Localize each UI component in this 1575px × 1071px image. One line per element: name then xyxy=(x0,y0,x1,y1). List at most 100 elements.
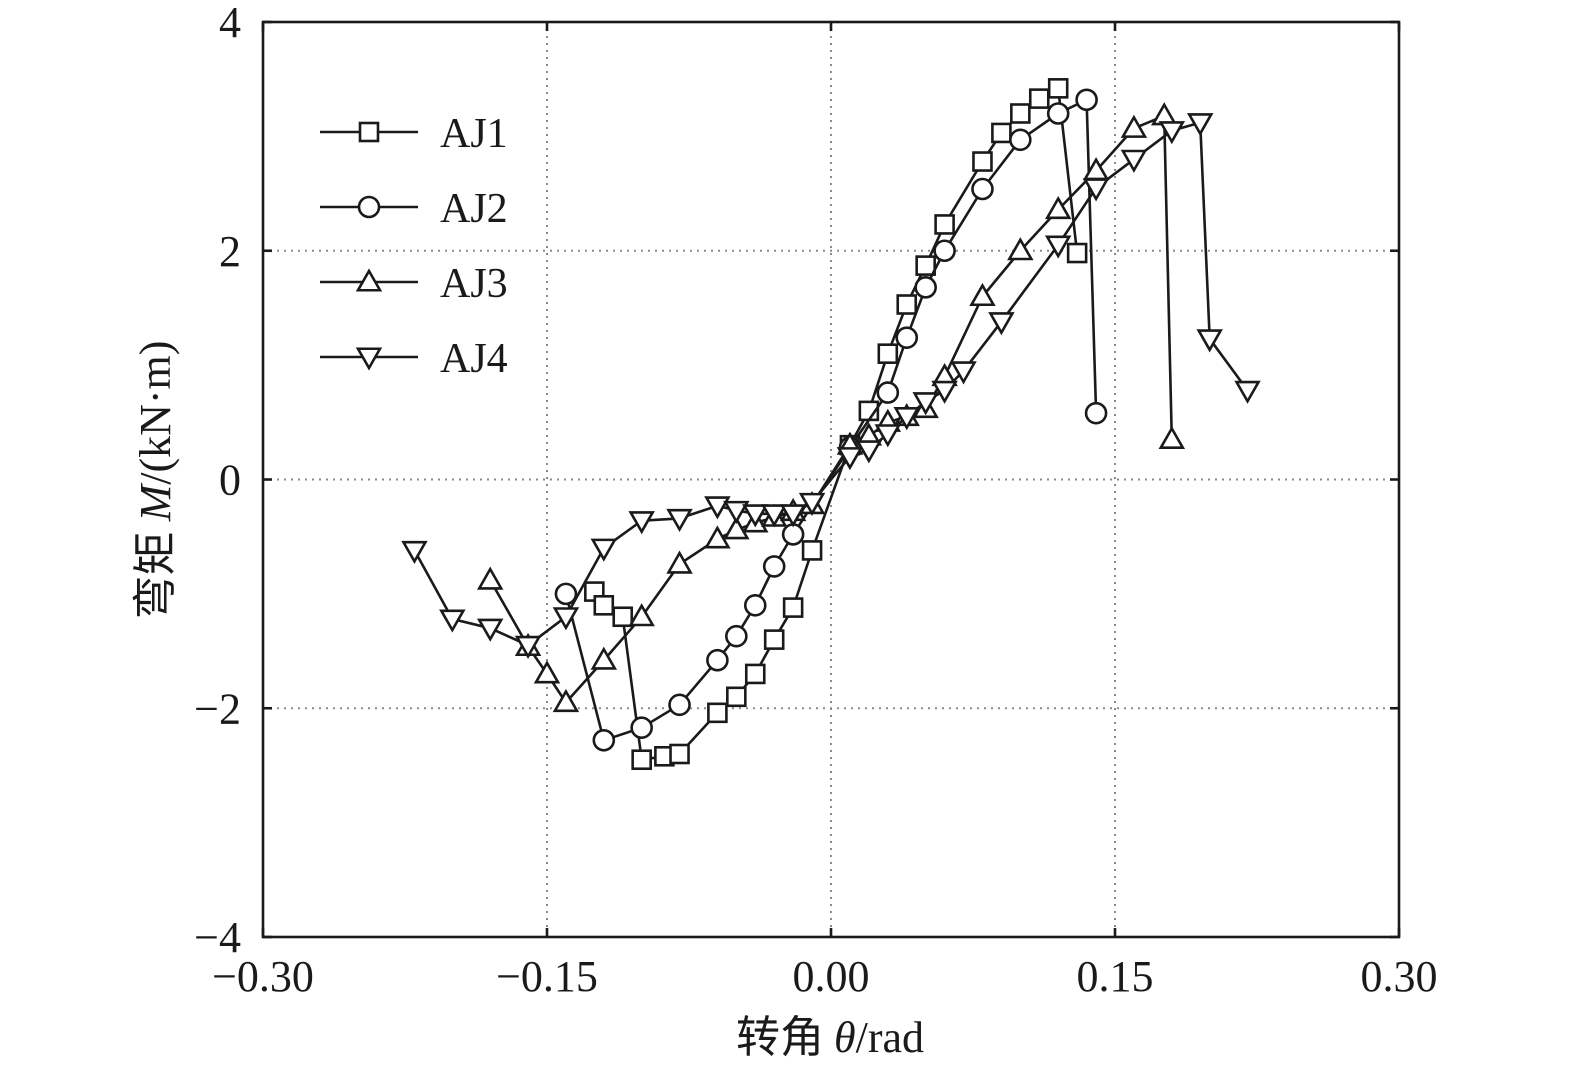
data-point-aj4 xyxy=(704,496,731,520)
data-point-aj1 xyxy=(782,597,804,618)
series-line-aj1 xyxy=(593,87,1079,762)
data-point-aj4 xyxy=(439,609,466,633)
data-point-aj1 xyxy=(972,151,993,172)
data-point-aj4 xyxy=(1158,121,1186,145)
y-axis-title: 弯矩 M/(kN·m) xyxy=(131,341,180,620)
data-point-aj4 xyxy=(760,504,788,528)
data-point-aj2 xyxy=(706,648,729,672)
data-point-aj4 xyxy=(666,508,693,533)
legend-item-aj1: AJ1 xyxy=(320,111,508,157)
data-point-aj1 xyxy=(1066,242,1088,264)
data-point-aj4 xyxy=(1044,235,1072,259)
data-point-aj2 xyxy=(762,555,786,578)
data-point-aj3 xyxy=(704,525,731,549)
data-point-aj1 xyxy=(896,294,918,315)
data-point-aj1 xyxy=(934,214,955,235)
data-point-aj1 xyxy=(744,663,766,685)
data-point-aj3 xyxy=(969,282,996,307)
legend-marker xyxy=(355,347,383,371)
data-point-aj1 xyxy=(669,743,690,765)
series-line-aj4 xyxy=(413,121,1249,647)
data-point-aj4 xyxy=(401,540,428,565)
y-tick-label: 0 xyxy=(219,456,241,505)
data-point-aj3 xyxy=(590,646,618,670)
data-point-aj1 xyxy=(763,629,785,650)
data-point-aj2 xyxy=(895,326,919,349)
data-point-aj4 xyxy=(514,635,542,659)
data-point-aj4 xyxy=(1234,380,1261,404)
legend-label: AJ4 xyxy=(440,336,508,382)
legend-label: AJ1 xyxy=(440,111,508,157)
data-point-aj1 xyxy=(1028,88,1050,109)
data-point-aj3 xyxy=(666,550,693,574)
data-point-aj3 xyxy=(1044,195,1072,220)
legend-label: AJ3 xyxy=(440,261,508,307)
data-point-aj4 xyxy=(893,407,920,431)
y-tick-label: −2 xyxy=(194,684,241,733)
x-tick-label: −0.15 xyxy=(496,952,598,1001)
data-point-aj2 xyxy=(933,239,956,263)
data-point-aj4 xyxy=(836,447,864,471)
data-point-aj1 xyxy=(915,255,936,276)
data-point-aj2 xyxy=(554,582,578,606)
legend-marker xyxy=(358,121,380,143)
x-tick-label: 0.15 xyxy=(1077,952,1154,1001)
series-aj3 xyxy=(476,102,1186,713)
data-point-aj4 xyxy=(912,392,939,416)
data-point-aj4 xyxy=(988,312,1015,336)
y-tick-label: 4 xyxy=(219,0,241,47)
data-point-aj4 xyxy=(590,538,618,562)
data-point-aj2 xyxy=(630,716,653,739)
plot-frame xyxy=(261,20,1401,939)
y-tick-label: −4 xyxy=(194,913,241,962)
y-tick-label: 2 xyxy=(219,227,241,276)
data-point-aj1 xyxy=(991,122,1012,144)
series-aj4 xyxy=(401,113,1261,659)
data-point-aj4 xyxy=(628,511,655,535)
series-layer xyxy=(401,78,1261,771)
data-point-aj2 xyxy=(876,381,900,404)
data-point-aj4 xyxy=(931,380,958,404)
data-point-aj2 xyxy=(1046,102,1070,125)
x-axis-title-var: θ xyxy=(834,1013,856,1062)
tick-layer: −0.30 −0.15 0.00 0.15 0.30 −4 −2 0 2 4 xyxy=(194,0,1437,1001)
x-axis-title-unit: /rad xyxy=(856,1013,924,1062)
data-point-aj2 xyxy=(1084,401,1108,425)
legend: AJ1 AJ2 AJ3 AJ4 xyxy=(320,111,508,382)
data-point-aj1 xyxy=(726,686,747,708)
legend-label: AJ2 xyxy=(440,186,508,232)
data-point-aj3 xyxy=(552,688,580,713)
legend-marker xyxy=(355,268,383,292)
legend-marker xyxy=(357,195,381,219)
x-tick-label: 0.00 xyxy=(793,952,870,1001)
data-point-aj3 xyxy=(476,566,504,590)
data-point-aj4 xyxy=(552,607,580,631)
data-point-aj4 xyxy=(742,504,769,528)
legend-item-aj2: AJ2 xyxy=(320,186,508,232)
data-point-aj3 xyxy=(1158,425,1186,450)
data-point-aj3 xyxy=(1120,114,1148,138)
legend-item-aj3: AJ3 xyxy=(320,261,508,307)
data-point-aj4 xyxy=(1196,329,1223,353)
data-point-aj4 xyxy=(874,424,902,448)
data-point-aj4 xyxy=(855,440,883,464)
data-point-aj4 xyxy=(779,504,807,528)
y-axis-title-unit: /(kN·m) xyxy=(131,341,180,485)
data-point-aj1 xyxy=(593,595,615,616)
series-line-aj3 xyxy=(489,114,1174,704)
data-point-aj2 xyxy=(725,624,748,648)
data-point-aj2 xyxy=(914,276,937,299)
data-point-aj1 xyxy=(1010,103,1031,124)
data-point-aj2 xyxy=(668,693,691,717)
legend-item-aj4: AJ4 xyxy=(320,336,508,382)
x-tick-label: 0.30 xyxy=(1361,952,1438,1001)
data-point-aj3 xyxy=(628,603,655,627)
data-point-aj2 xyxy=(592,728,616,752)
data-point-aj4 xyxy=(723,500,750,525)
x-axis-title: 转角 θ/rad xyxy=(736,1013,924,1062)
data-point-aj2 xyxy=(743,594,767,617)
data-point-aj3 xyxy=(1007,237,1034,261)
data-point-aj1 xyxy=(801,540,823,561)
y-axis-title-cjk: 弯矩 xyxy=(131,531,180,619)
